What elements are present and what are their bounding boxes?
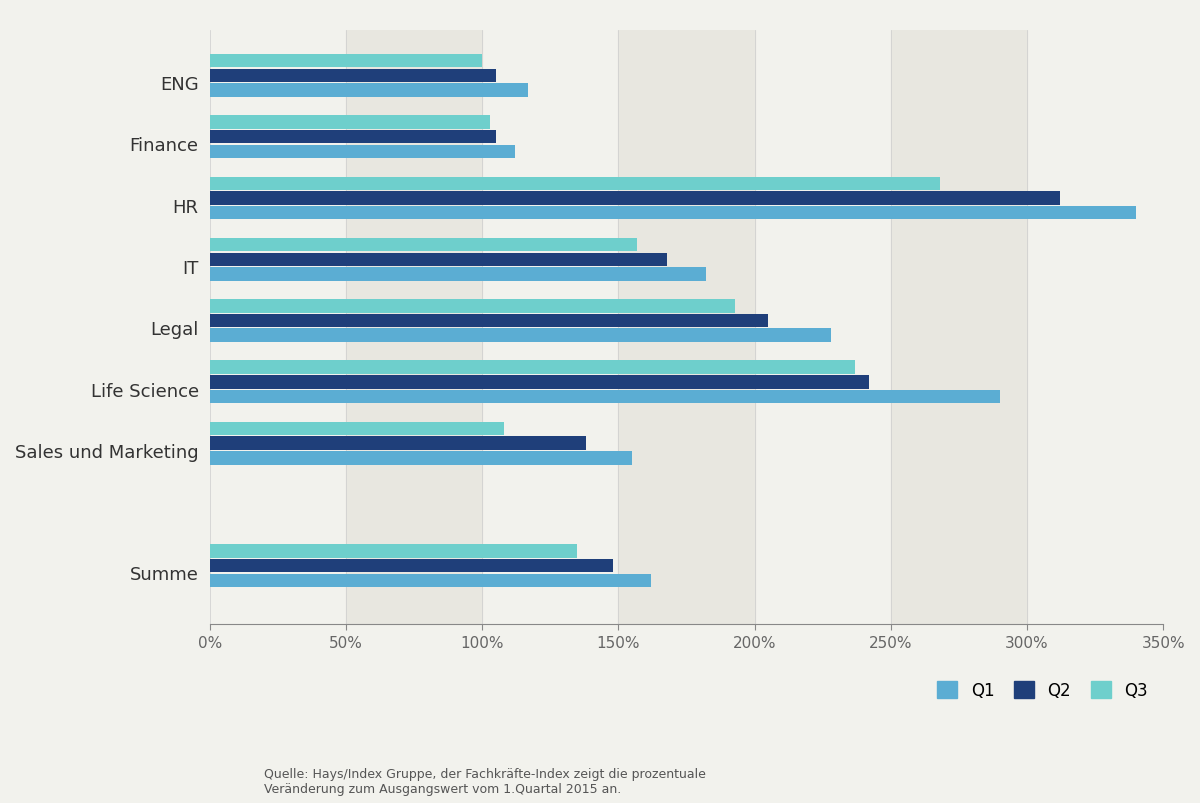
Bar [210,390,1000,404]
Bar [210,70,496,83]
Legend: Q1, Q2, Q3: Q1, Q2, Q3 [931,675,1154,706]
Bar [618,31,755,625]
Bar [210,84,528,98]
Bar [346,31,482,625]
Bar [210,192,1060,206]
Bar [210,177,940,191]
Bar [210,574,652,587]
Bar [210,329,830,343]
Bar [210,268,706,281]
Text: Quelle: Hays/Index Gruppe, der Fachkräfte-Index zeigt die prozentuale
Veränderun: Quelle: Hays/Index Gruppe, der Fachkräft… [264,767,706,795]
Bar [210,116,491,129]
Bar [210,451,632,465]
Bar [210,559,613,573]
Bar [210,131,496,145]
Bar [210,544,577,558]
Bar [210,238,637,252]
Bar [210,315,768,328]
Bar [210,206,1136,220]
Bar [210,422,504,435]
Bar [210,437,586,450]
Bar [210,361,856,374]
Bar [210,376,869,389]
Bar [210,55,482,68]
Bar [210,253,667,267]
Bar [890,31,1027,625]
Bar [210,145,515,159]
Bar [210,300,736,313]
